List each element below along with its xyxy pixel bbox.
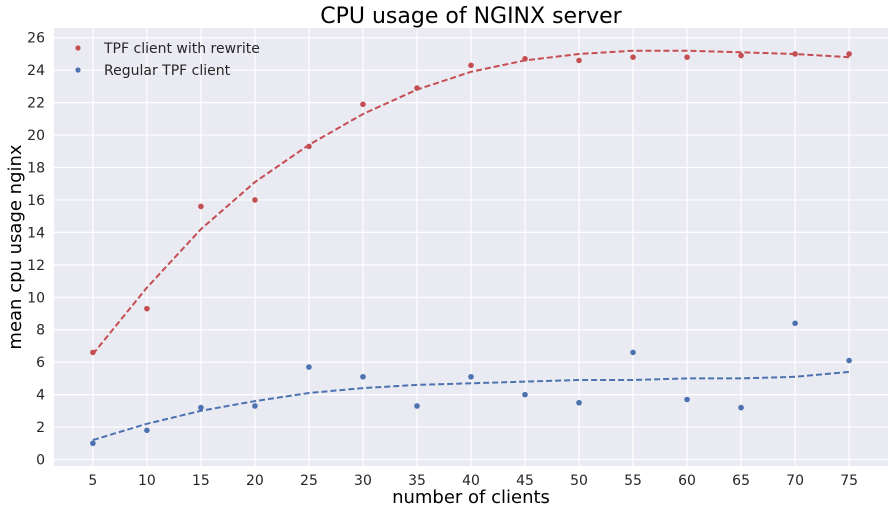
data-point-series-1 (198, 404, 204, 411)
y-tick-label: 4 (36, 388, 45, 404)
y-tick-label: 10 (27, 290, 45, 306)
x-tick-label: 25 (300, 473, 318, 489)
x-tick-label: 40 (462, 473, 480, 489)
y-tick-label: 0 (36, 453, 45, 469)
x-tick-label: 50 (570, 473, 588, 489)
y-tick-label: 26 (27, 31, 45, 47)
data-point-series-1 (630, 349, 636, 356)
chart-title: CPU usage of NGINX server (320, 4, 622, 29)
y-tick-label: 22 (27, 96, 45, 112)
data-point-series-0 (576, 57, 582, 64)
x-tick-label: 70 (786, 473, 804, 489)
data-point-series-1 (846, 357, 852, 364)
data-point-series-0 (414, 85, 420, 91)
x-tick-labels: 5 10 15 20 25 30 35 40 45 50 55 60 65 70 75 (88, 473, 858, 489)
y-tick-label: 8 (36, 323, 45, 339)
y-tick-label: 16 (27, 193, 45, 209)
data-point-series-0 (198, 203, 204, 210)
data-point-series-0 (846, 51, 852, 57)
data-point-series-1 (414, 403, 420, 409)
y-axis-title: mean cpu usage nginx (5, 144, 26, 350)
y-tick-label: 20 (27, 128, 45, 144)
legend: TPF client with rewrite Regular TPF clie… (75, 41, 260, 79)
data-point-series-1 (252, 403, 258, 409)
fit-lines (92, 49, 850, 441)
data-point-series-0 (468, 62, 474, 69)
legend-marker-regular (75, 67, 81, 73)
x-tick-label: 65 (732, 473, 750, 489)
fit-line-series-1 (92, 370, 850, 441)
x-axis-title: number of clients (392, 487, 550, 508)
data-point-series-0 (792, 51, 798, 57)
data-point-series-0 (252, 197, 258, 203)
y-tick-label: 2 (36, 420, 45, 436)
data-point-series-1 (576, 399, 582, 406)
x-tick-label: 45 (516, 473, 534, 489)
x-tick-label: 30 (354, 473, 372, 489)
data-point-series-0 (360, 101, 366, 108)
data-point-series-1 (738, 404, 744, 411)
data-point-series-1 (522, 391, 528, 398)
y-tick-label: 24 (27, 63, 45, 79)
y-tick-label: 12 (27, 258, 45, 274)
legend-label-rewrite: TPF client with rewrite (103, 41, 260, 57)
data-point-series-0 (306, 143, 312, 150)
legend-marker-rewrite (75, 45, 81, 51)
y-tick-label: 6 (36, 355, 45, 371)
data-point-series-1 (360, 373, 366, 380)
data-point-series-0 (522, 56, 528, 62)
data-point-series-1 (90, 440, 96, 447)
data-point-series-0 (684, 54, 690, 60)
legend-label-regular: Regular TPF client (104, 63, 231, 79)
x-tick-label: 15 (192, 473, 210, 489)
data-point-series-0 (90, 349, 96, 356)
x-tick-label: 55 (624, 473, 642, 489)
data-point-series-1 (792, 320, 798, 327)
x-tick-label: 35 (408, 473, 426, 489)
data-point-series-0 (630, 54, 636, 60)
data-point-series-0 (144, 305, 150, 312)
x-tick-label: 60 (678, 473, 696, 489)
data-points (90, 51, 852, 447)
data-point-series-1 (468, 373, 474, 380)
data-point-series-1 (306, 364, 312, 370)
x-tick-label: 75 (840, 473, 858, 489)
x-tick-label: 5 (88, 473, 97, 489)
x-tick-label: 20 (246, 473, 264, 489)
fit-line-series-0 (92, 49, 850, 355)
data-point-series-0 (738, 52, 744, 59)
data-point-series-1 (144, 427, 150, 434)
data-point-series-1 (684, 396, 690, 403)
y-tick-label: 14 (27, 225, 45, 241)
y-tick-label: 18 (27, 161, 45, 177)
x-tick-label: 10 (138, 473, 156, 489)
